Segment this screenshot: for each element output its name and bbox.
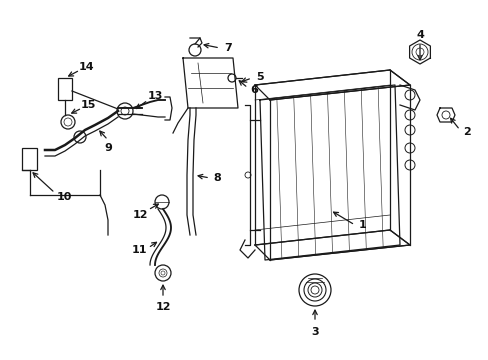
Text: 9: 9 xyxy=(104,143,112,153)
Bar xyxy=(22,148,37,170)
Text: 1: 1 xyxy=(358,220,366,230)
Text: 7: 7 xyxy=(224,43,231,53)
Bar xyxy=(58,78,72,100)
Text: 11: 11 xyxy=(131,245,146,255)
Text: 5: 5 xyxy=(256,72,263,82)
Text: 6: 6 xyxy=(249,85,257,95)
Text: 2: 2 xyxy=(462,127,470,137)
Text: 15: 15 xyxy=(80,100,96,110)
Text: 3: 3 xyxy=(310,327,318,337)
Text: 12: 12 xyxy=(155,302,170,312)
Text: 14: 14 xyxy=(78,62,94,72)
Text: 10: 10 xyxy=(56,192,72,202)
Text: 8: 8 xyxy=(213,173,221,183)
Text: 12: 12 xyxy=(132,210,147,220)
Text: 4: 4 xyxy=(415,30,423,40)
Text: 13: 13 xyxy=(147,91,163,101)
